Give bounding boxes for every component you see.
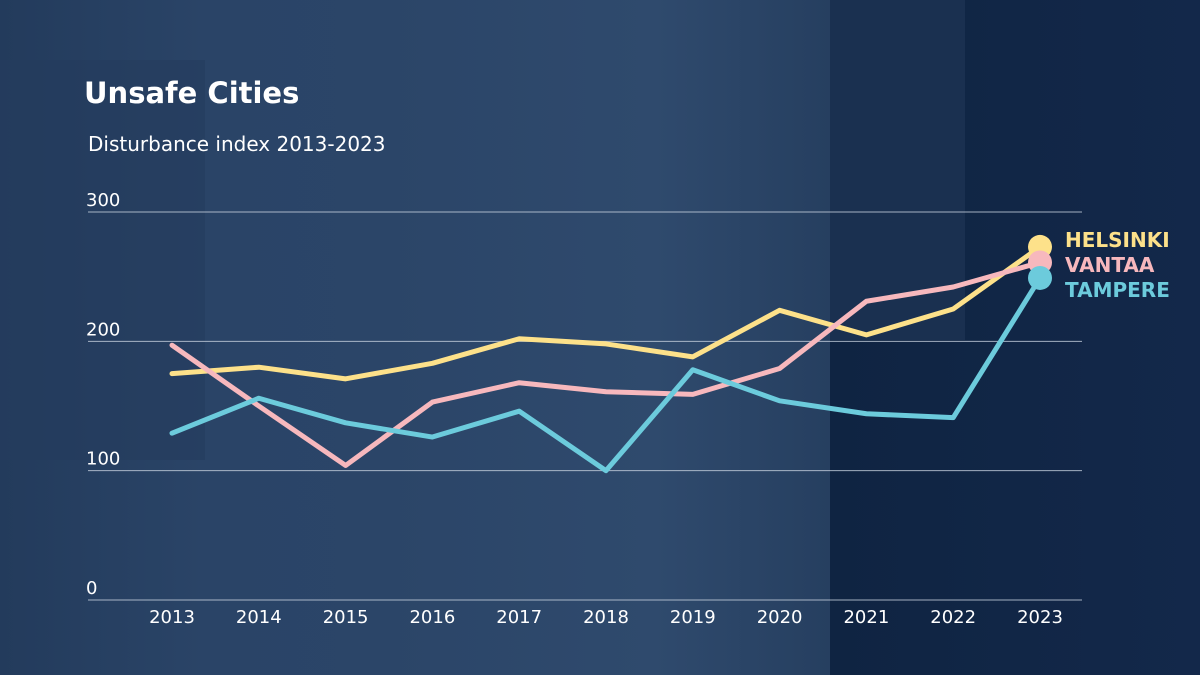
y-tick-label: 200 [86,319,120,340]
chart-subtitle: Disturbance index 2013-2023 [88,132,386,156]
series-label-vantaa: VANTAA [1065,253,1155,277]
y-tick-label: 0 [86,578,97,599]
x-tick-label: 2020 [757,607,803,628]
y-tick-label: 100 [86,449,120,470]
x-tick-label: 2022 [930,607,976,628]
x-tick-label: 2016 [409,607,455,628]
series-label-tampere: TAMPERE [1065,278,1170,302]
series-line-vantaa [169,259,1043,468]
x-tick-label: 2015 [323,607,369,628]
x-tick-label: 2014 [236,607,282,628]
series-end-marker-tampere [1028,265,1052,290]
x-tick-label: 2018 [583,607,629,628]
x-tick-label: 2023 [1017,607,1063,628]
x-tick-label: 2017 [496,607,542,628]
x-tick-label: 2013 [149,607,195,628]
chart-title: Unsafe Cities [84,76,300,110]
background-building-right [830,0,965,340]
background-building-left [0,60,205,460]
series-line-helsinki [169,244,1043,382]
x-tick-label: 2021 [843,607,889,628]
series-line-tampere [169,275,1043,474]
x-tick-label: 2019 [670,607,716,628]
series-label-helsinki: HELSINKI [1065,228,1170,252]
y-tick-label: 300 [86,190,120,211]
